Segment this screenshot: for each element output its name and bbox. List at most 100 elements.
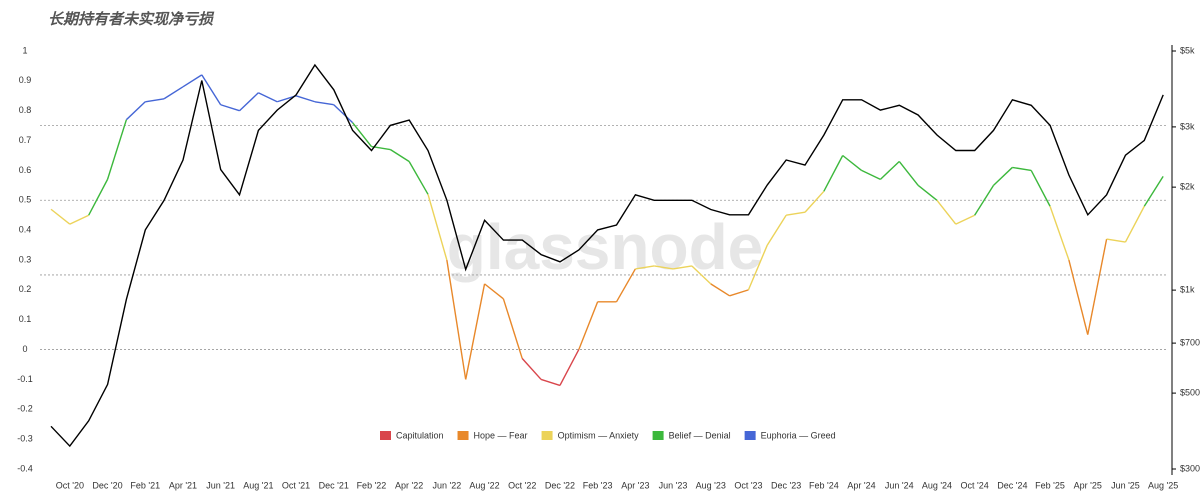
nupl-segment <box>729 289 749 297</box>
x-tick-label: Jun '23 <box>659 480 688 490</box>
nupl-segment <box>974 184 995 216</box>
y2-tick-label: $500 <box>1180 387 1200 397</box>
legend-swatch <box>380 431 391 440</box>
x-tick-label: Aug '23 <box>696 480 726 490</box>
chart-title: 长期持有者未实现净亏损 <box>48 10 215 28</box>
nupl-segment <box>314 101 334 106</box>
nupl-segment <box>786 211 806 216</box>
nupl-segment <box>145 98 165 103</box>
nupl-segment <box>654 265 674 270</box>
legend-swatch <box>541 431 553 440</box>
nupl-segment <box>1106 238 1126 243</box>
nupl-segment <box>1124 205 1145 243</box>
y-tick-label: -0.2 <box>17 404 33 414</box>
nupl-segment <box>747 244 768 291</box>
x-tick-label: Aug '24 <box>922 480 952 490</box>
y-tick-label: -0.4 <box>17 463 33 473</box>
x-tick-label: Feb '23 <box>583 480 613 490</box>
x-tick-label: Dec '22 <box>545 480 575 490</box>
nupl-segment <box>106 119 128 180</box>
nupl-segment <box>69 214 90 225</box>
x-tick-label: Apr '24 <box>847 480 875 490</box>
y2-tick-label: $300 <box>1180 463 1200 473</box>
x-tick-label: Aug '21 <box>243 480 273 490</box>
x-tick-label: Apr '21 <box>169 480 197 490</box>
nupl-segment <box>1049 206 1070 261</box>
nupl-segment <box>295 95 316 103</box>
legend-label: Optimism — Anxiety <box>558 430 640 440</box>
nupl-segment <box>182 74 203 88</box>
x-tick-label: Oct '22 <box>508 480 536 490</box>
nupl-segment <box>201 74 222 106</box>
nupl-segment <box>710 283 730 297</box>
x-tick-label: Jun '24 <box>885 480 914 490</box>
x-tick-label: Feb '24 <box>809 480 839 490</box>
y2-tick-label: $2k <box>1180 182 1195 192</box>
y-tick-label: 0.5 <box>19 195 32 205</box>
y-tick-label: 0.6 <box>19 165 32 175</box>
y-tick-label: 0.7 <box>19 135 32 145</box>
nupl-segment <box>823 155 844 192</box>
nupl-segment <box>540 378 561 387</box>
legend-swatch <box>652 431 664 440</box>
nupl-segment <box>502 298 523 359</box>
x-tick-label: Jun '22 <box>432 480 461 490</box>
y-tick-label: 0.8 <box>19 105 32 115</box>
nupl-segment <box>88 179 109 216</box>
nupl-segment <box>446 259 467 380</box>
nupl-segment <box>333 104 354 124</box>
y-tick-label: 0.1 <box>19 314 32 324</box>
nupl-segment <box>125 101 146 121</box>
legend: Capitulation Hope — Fear Optimism — Anxiet… <box>380 430 836 440</box>
nupl-segment <box>672 265 693 270</box>
x-tick-label: Apr '25 <box>1074 480 1102 490</box>
y2-tick-label: $700 <box>1180 337 1200 347</box>
y2-tick-label: $1k <box>1180 284 1195 294</box>
x-tick-label: Dec '20 <box>92 480 122 490</box>
nupl-segment <box>559 349 580 386</box>
y2-tick-label: $3k <box>1180 121 1195 131</box>
legend-label: Capitulation <box>396 430 444 440</box>
legend-label: Euphoria — Greed <box>761 430 836 440</box>
nupl-segment <box>804 190 825 213</box>
x-tick-label: Jun '25 <box>1111 480 1140 490</box>
nupl-segment <box>917 184 938 201</box>
x-tick-label: Dec '24 <box>997 480 1027 490</box>
y-tick-label: 0 <box>22 344 27 354</box>
x-tick-label: Feb '22 <box>357 480 387 490</box>
nupl-segment <box>484 283 504 300</box>
y-tick-label: -0.1 <box>17 374 33 384</box>
nupl-segment <box>861 169 881 181</box>
nupl-segment <box>352 122 372 147</box>
legend-label: Hope — Fear <box>474 430 528 440</box>
nupl-segment <box>898 161 919 186</box>
nupl-segment <box>50 208 71 225</box>
legend-label: Belief — Denial <box>669 430 731 440</box>
nupl-segment <box>521 358 542 380</box>
nupl-segment <box>1012 166 1032 172</box>
nupl-segment <box>1087 238 1108 335</box>
x-tick-label: Oct '24 <box>961 480 989 490</box>
y2-tick-label: $5k <box>1180 45 1195 55</box>
x-tick-label: Feb '25 <box>1035 480 1065 490</box>
x-tick-label: Oct '20 <box>56 480 84 490</box>
nupl-segment <box>1030 170 1051 207</box>
nupl-segment <box>578 301 599 350</box>
nupl-segment <box>691 265 712 285</box>
nupl-segment <box>842 154 862 171</box>
x-tick-label: Jun '21 <box>206 480 235 490</box>
nupl-segment <box>239 92 259 112</box>
nupl-segment <box>766 214 787 246</box>
y-tick-label: 0.4 <box>19 225 32 235</box>
nupl-segment <box>879 160 900 180</box>
nupl-segment <box>258 92 278 103</box>
x-tick-label: Feb '21 <box>130 480 160 490</box>
x-tick-label: Oct '21 <box>282 480 310 490</box>
nupl-segment <box>427 194 448 261</box>
y-tick-label: 0.2 <box>19 284 32 294</box>
nupl-segment <box>955 214 975 225</box>
price-line <box>50 63 1164 448</box>
nupl-segment <box>993 166 1013 186</box>
y-tick-label: 1 <box>22 45 27 55</box>
